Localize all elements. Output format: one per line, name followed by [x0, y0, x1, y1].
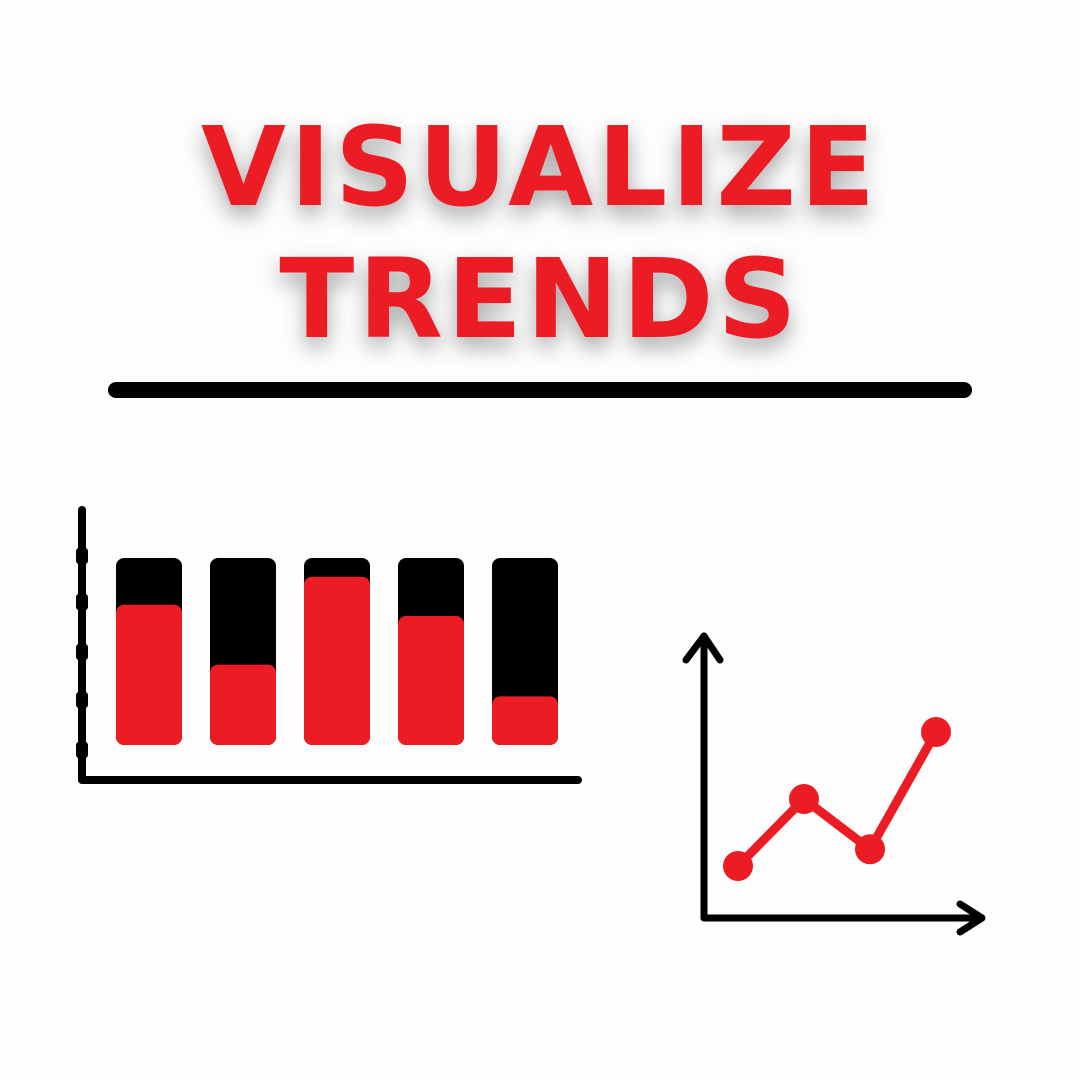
up-arrowhead-icon: [682, 632, 724, 664]
divider-line: [108, 382, 972, 398]
trend-line: [723, 717, 951, 881]
trend-point-1: [723, 851, 753, 881]
trend-point-3: [855, 834, 885, 865]
line-icon-axes: [700, 632, 984, 922]
axis-tick-3: [76, 644, 88, 660]
bar-fill-3: [304, 576, 370, 745]
axis-tick-2: [76, 594, 88, 610]
line-chart-icon: [682, 632, 986, 936]
bar-fill-2: [210, 664, 276, 745]
bar-fill-4: [398, 615, 464, 745]
headline-line-1: VISUALIZE: [200, 103, 880, 231]
trend-point-4: [921, 717, 951, 747]
axis-tick-4: [76, 692, 88, 708]
bar-icon-bars: [116, 558, 558, 745]
trend-path: [733, 727, 941, 871]
axis-tick-5: [76, 742, 88, 758]
bar-fill-1: [116, 604, 182, 745]
bar-icon-ticks: [76, 548, 88, 758]
axis-tick-1: [76, 548, 88, 564]
bar-chart-icon: [76, 506, 582, 784]
trend-point-2: [789, 784, 819, 814]
right-arrowhead-icon: [956, 900, 986, 936]
bar-fill-5: [492, 696, 558, 745]
headline-line-2: TRENDS: [279, 235, 801, 363]
